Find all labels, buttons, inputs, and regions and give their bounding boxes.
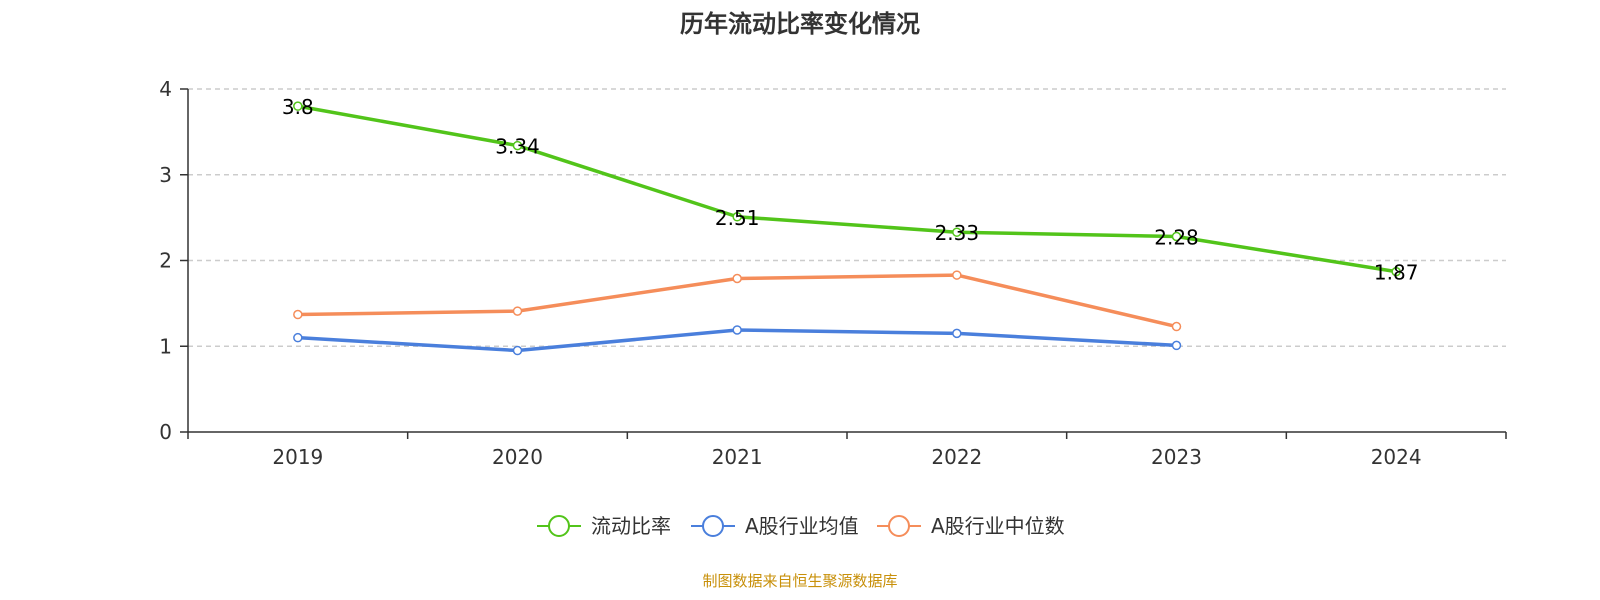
- series-2: [293, 325, 1182, 356]
- x-tick-label: 2022: [931, 445, 982, 469]
- data-point: [732, 325, 742, 335]
- x-tick-label: 2020: [492, 445, 543, 469]
- data-point: [1171, 231, 1182, 242]
- data-label: 3.8: [282, 95, 314, 119]
- source-note: 制图数据来自恒生聚源数据库: [702, 572, 897, 590]
- data-point: [512, 140, 523, 151]
- x-tick-label: 2021: [712, 445, 763, 469]
- legend-item[interactable]: A股行业均值: [691, 514, 859, 538]
- data-point: [732, 212, 742, 222]
- data-point: [952, 227, 962, 237]
- legend-marker: [888, 515, 910, 537]
- data-point: [732, 273, 742, 284]
- axes: 0 1 2 3 4 2019 2020 2021 2022 2023 2024: [159, 77, 1507, 469]
- legend-item[interactable]: 流动比率: [537, 514, 671, 538]
- data-point: [952, 328, 962, 339]
- x-tick-label: 2019: [272, 445, 323, 469]
- legend-marker: [548, 515, 570, 537]
- grid-lines: [188, 88, 1506, 347]
- y-tick-label: 0: [159, 420, 172, 444]
- legend-label: A股行业中位数: [931, 514, 1065, 538]
- data-label: 2.28: [1154, 225, 1199, 249]
- series-lines: [293, 101, 1401, 356]
- data-label: 2.51: [715, 206, 760, 230]
- data-label: 1.87: [1374, 261, 1419, 285]
- series-1: [293, 101, 1401, 277]
- series-3: [293, 270, 1182, 332]
- data-point: [293, 101, 303, 111]
- legend-marker: [702, 515, 724, 537]
- data-point: [1171, 340, 1182, 351]
- data-point: [1171, 321, 1182, 332]
- data-point: [512, 345, 523, 356]
- data-point: [952, 270, 962, 280]
- data-label: 2.33: [935, 221, 980, 245]
- chart-title: 历年流动比率变化情况: [680, 10, 920, 38]
- data-point: [1391, 266, 1401, 277]
- series-line: [297, 104, 1397, 274]
- y-tick-label: 1: [159, 334, 172, 358]
- x-tick-label: 2024: [1371, 445, 1422, 469]
- legend-label: A股行业均值: [745, 514, 859, 538]
- legend[interactable]: 流动比率 A股行业均值 A股行业中位数: [537, 514, 1065, 538]
- x-tick-label: 2023: [1151, 445, 1202, 469]
- data-labels: 3.8 3.34 2.51 2.33 2.28 1.87: [282, 95, 1419, 284]
- data-point: [512, 306, 523, 316]
- y-tick-label: 2: [159, 249, 172, 273]
- data-point: [293, 332, 303, 343]
- y-tick-label: 3: [159, 163, 172, 187]
- data-point: [293, 309, 303, 320]
- y-tick-label: 4: [159, 77, 172, 101]
- legend-item[interactable]: A股行业中位数: [877, 514, 1065, 538]
- legend-label: 流动比率: [591, 514, 671, 538]
- data-label: 3.34: [495, 135, 540, 159]
